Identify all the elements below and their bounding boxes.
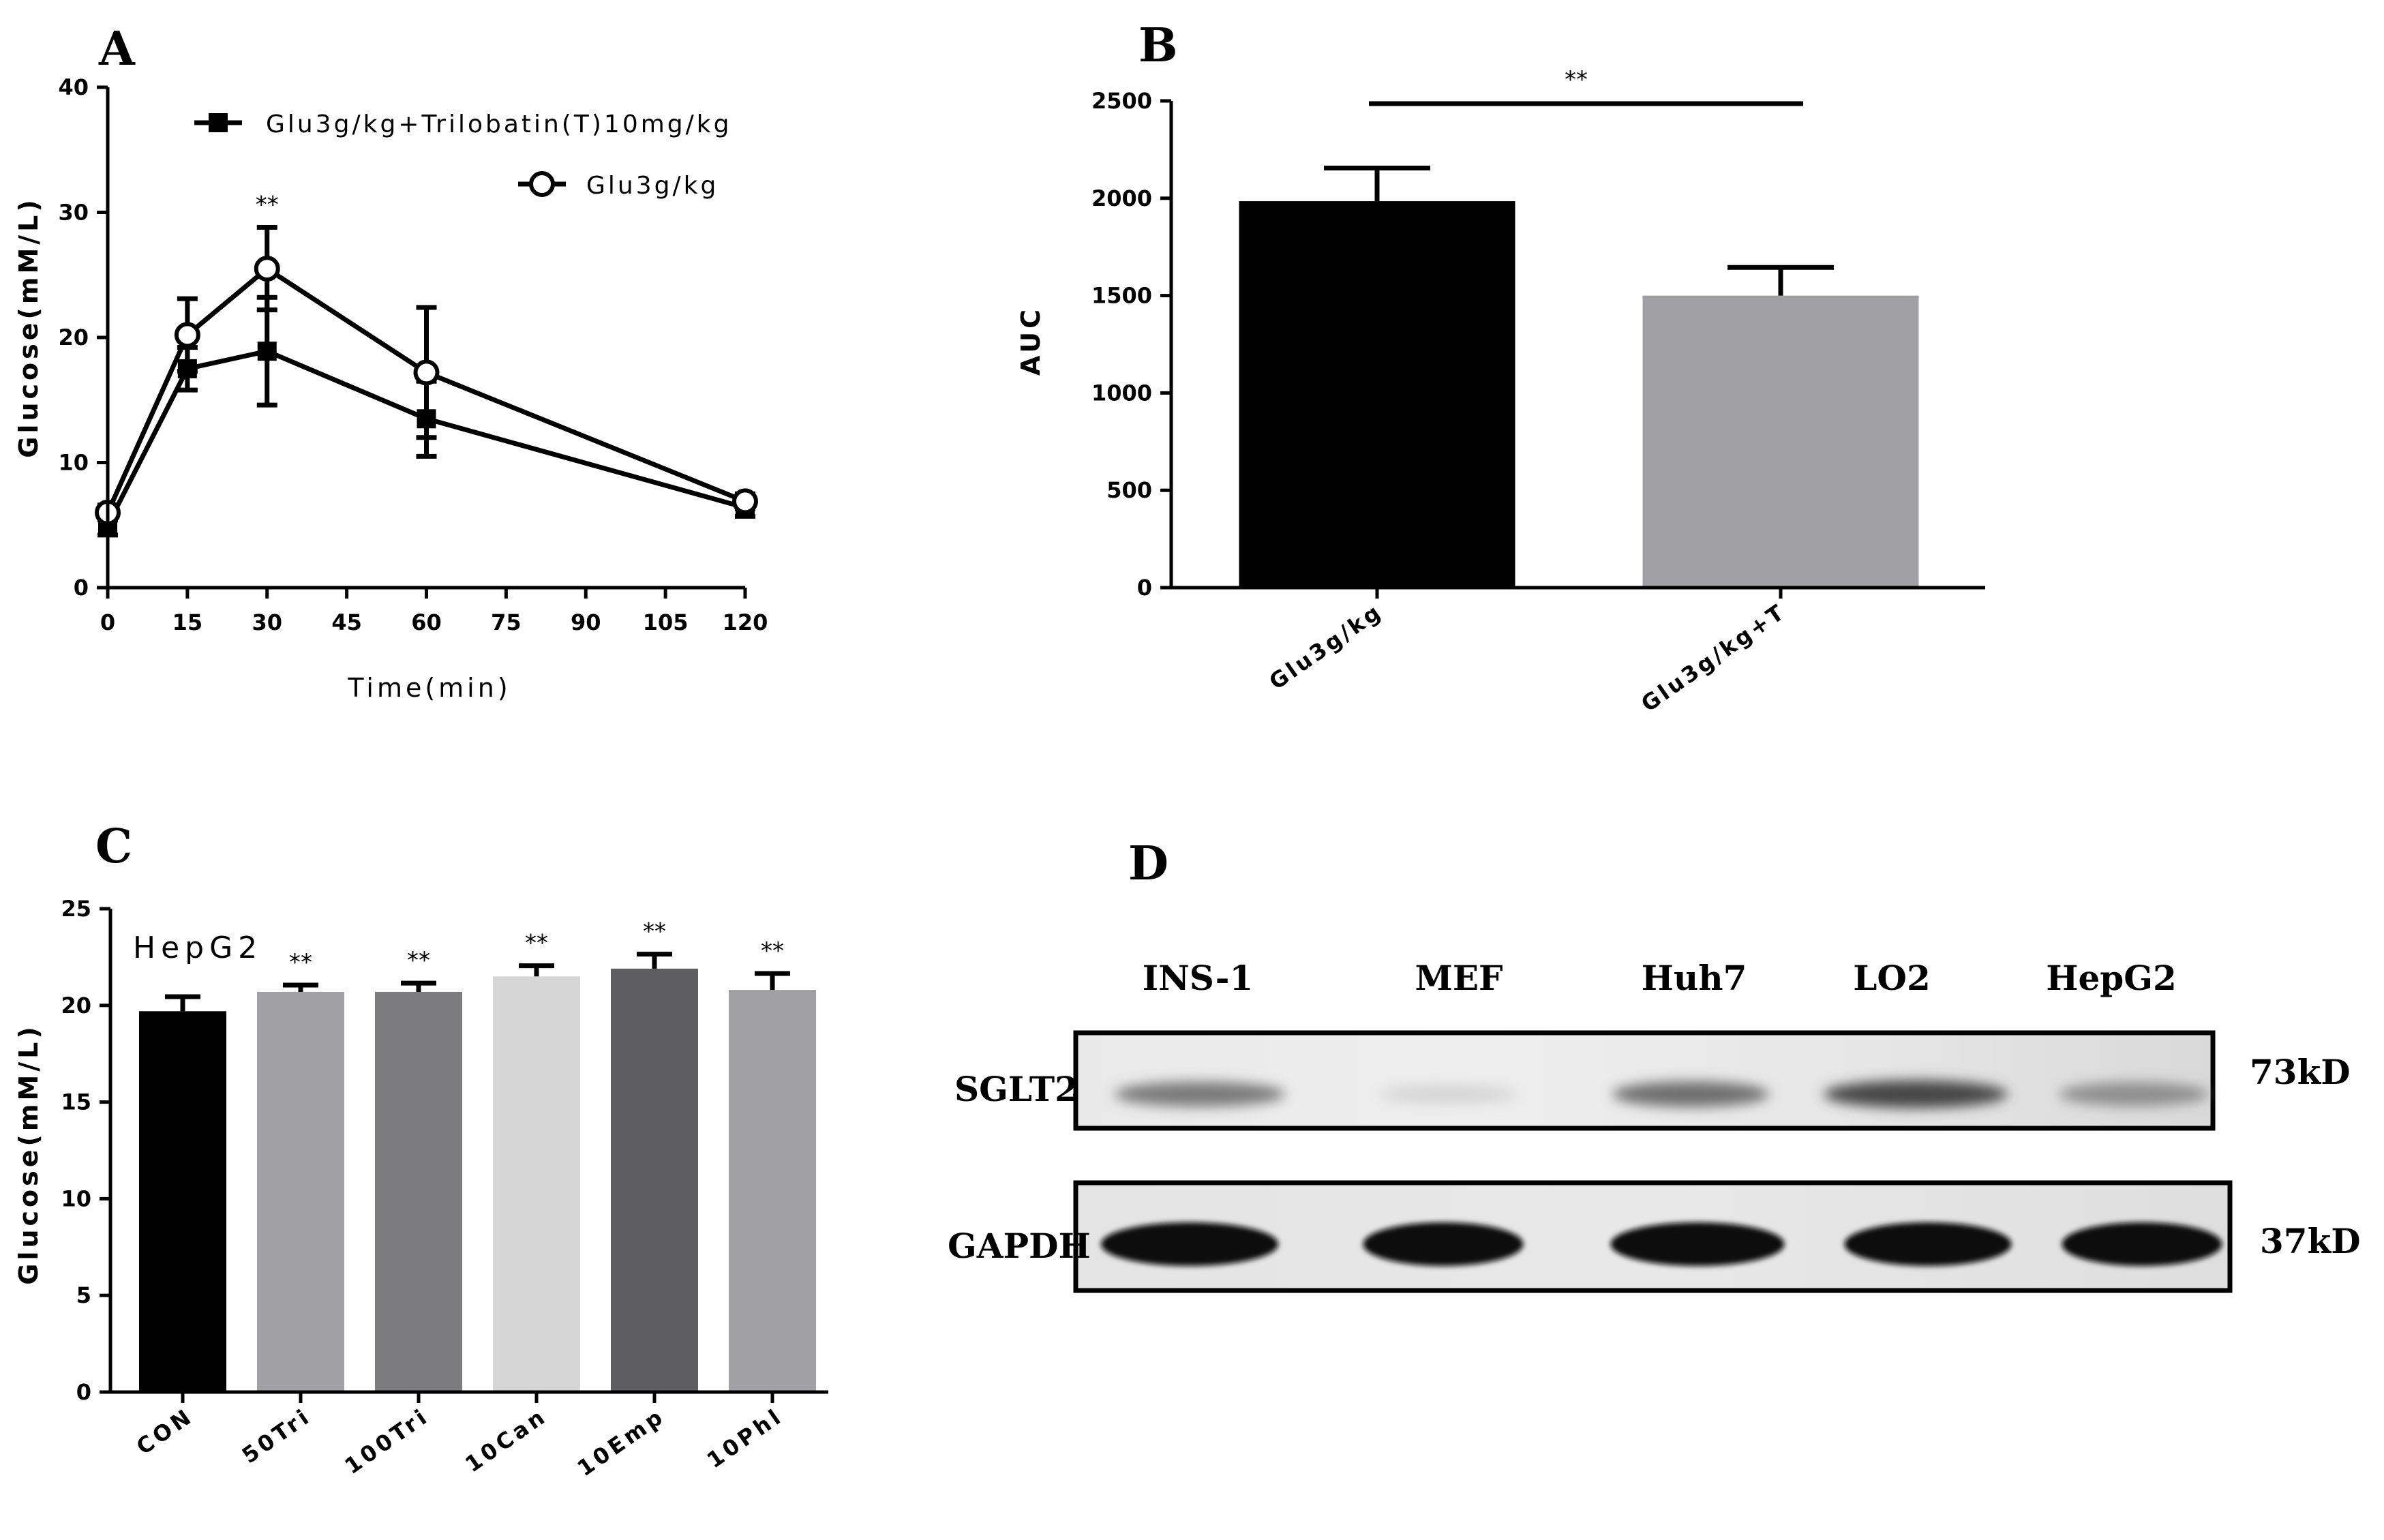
data-point-circle — [732, 488, 758, 515]
significance-marker: ** — [643, 918, 666, 946]
panel-c-x-tick-label: CON — [132, 1402, 198, 1460]
panel-a-x-axis-label: Time(min) — [347, 673, 511, 703]
data-point-circle — [174, 322, 200, 348]
data-point-square — [177, 359, 197, 378]
band-sglt2-huh7 — [1612, 1081, 1769, 1107]
band-sglt2-lo2 — [1824, 1080, 2008, 1108]
panel-c-x-tick-label: 10Emp — [573, 1402, 670, 1481]
legend-label-trilobatin: Glu3g/kg+Trilobatin(T)10mg/kg — [266, 110, 731, 138]
panel-label-c: C — [95, 819, 132, 874]
gapdh-membrane — [1073, 1180, 2233, 1293]
bar-10phl — [729, 990, 816, 1392]
panel-a-x-tick-label: 15 — [172, 609, 203, 635]
size-label-37kd: 37kD — [2260, 1221, 2361, 1261]
panel-c-y-tick-label: 0 — [76, 1379, 91, 1405]
panel-c-y-tick-label: 20 — [61, 993, 91, 1018]
panel-a-y-tick-label: 30 — [58, 200, 89, 226]
data-point-square — [417, 409, 436, 429]
panel-b-y-axis-label: AUC — [1016, 306, 1046, 376]
panel-c-x-tick-label: 10Phl — [702, 1402, 788, 1473]
data-point-square — [257, 342, 277, 361]
panel-a-line-chart: ** 0 10 20 30 40 0 15 30 45 60 75 90 105 120 Glucose(… — [14, 74, 768, 703]
lane-label-hepg2: HepG2 — [2046, 958, 2177, 998]
panel-c-y-tick-label: 5 — [76, 1282, 91, 1308]
panel-b-y-tick-label: 2000 — [1091, 185, 1152, 211]
data-point-circle — [413, 359, 440, 386]
panel-b-y-tick-label: 1000 — [1091, 380, 1152, 406]
significance-marker: ** — [761, 937, 784, 965]
significance-marker: ** — [525, 930, 548, 957]
bar-10emp — [611, 968, 698, 1392]
panel-a-y-tick-label: 40 — [58, 74, 89, 100]
legend-marker-square — [209, 113, 228, 132]
band-gapdh-lo2 — [1844, 1222, 2012, 1266]
significance-marker: ** — [289, 949, 312, 976]
bar-1 — [1642, 295, 1919, 588]
panel-label-b: B — [1138, 18, 1177, 73]
panel-d-western-blot: INS-1 MEF Huh7 LO2 HepG2 SGLT2 GAPDH 73kD 37… — [948, 958, 2361, 1293]
panel-b-x-tick-label: Glu3g/kg — [1265, 598, 1387, 695]
panel-a-y-tick-label: 10 — [58, 450, 89, 476]
row-label-sglt2: SGLT2 — [954, 1069, 1078, 1109]
panel-a-y-tick-label: 0 — [74, 575, 89, 601]
panel-a-x-tick-label: 105 — [643, 609, 689, 635]
bar-100tri — [375, 991, 462, 1392]
band-gapdh-huh7 — [1610, 1222, 1785, 1266]
panel-c-y-tick-label: 15 — [61, 1089, 91, 1115]
panel-b-y-tick-label: 500 — [1106, 477, 1152, 503]
band-gapdh-hepg2 — [2062, 1222, 2222, 1266]
data-point-circle — [254, 256, 280, 282]
panel-b-y-tick-label: 2500 — [1091, 88, 1152, 114]
panel-a-y-axis-label: Glucose(mM/L) — [14, 196, 44, 458]
size-label-73kd: 73kD — [2250, 1052, 2351, 1092]
bar-con — [139, 1011, 226, 1392]
lane-label-ins-1: INS-1 — [1143, 958, 1254, 998]
panel-a-x-tick-label: 0 — [100, 609, 115, 635]
panel-c-y-tick-label: 25 — [61, 896, 91, 922]
significance-marker: ** — [256, 192, 279, 219]
band-sglt2-mef — [1380, 1084, 1517, 1104]
panel-label-a: A — [98, 22, 136, 76]
legend-label-glucose: Glu3g/kg — [586, 172, 719, 200]
significance-marker: ** — [407, 947, 430, 974]
significance-marker: ** — [1565, 66, 1588, 93]
panel-c-x-tick-label: 50Tri — [237, 1402, 316, 1468]
bar-0 — [1239, 201, 1515, 588]
panel-b-y-tick-label: 1500 — [1091, 283, 1152, 309]
panel-c-bar-chart: ** ** ** ** ** CON 50Tri 100Tri 10Can 10Emp 10Phl… — [14, 896, 828, 1481]
lane-label-huh7: Huh7 — [1642, 958, 1747, 998]
bar-10can — [493, 976, 580, 1392]
band-gapdh-mef — [1363, 1222, 1524, 1266]
panel-b-y-tick-label: 0 — [1137, 575, 1152, 601]
panel-a-x-tick-label: 120 — [723, 609, 768, 635]
band-sglt2-hepg2 — [2059, 1082, 2209, 1106]
panel-c-y-tick-label: 10 — [61, 1186, 91, 1211]
panel-c-cell-line-label: HepG2 — [133, 931, 262, 965]
panel-a-x-tick-label: 45 — [331, 609, 362, 635]
panel-c-x-tick-label: 100Tri — [340, 1402, 434, 1479]
sglt2-membrane — [1073, 1030, 2216, 1131]
panel-a-x-tick-label: 60 — [411, 609, 442, 635]
bar-50tri — [257, 991, 344, 1392]
panel-b-x-tick-label: Glu3g/kg+T — [1636, 598, 1790, 716]
panel-label-d: D — [1128, 836, 1168, 891]
row-label-gapdh: GAPDH — [948, 1226, 1091, 1266]
panel-c-y-axis-label: Glucose(mM/L) — [14, 1023, 44, 1285]
panel-c-x-tick-label: 10Can — [460, 1402, 552, 1477]
band-gapdh-ins-1 — [1101, 1222, 1278, 1266]
band-sglt2-ins-1 — [1115, 1081, 1285, 1107]
panel-a-legend: Glu3g/kg+Trilobatin(T)10mg/kg Glu3g/kg — [194, 110, 731, 200]
legend-marker-circle — [529, 171, 555, 197]
panel-a-x-tick-label: 30 — [252, 609, 282, 635]
panel-a-x-tick-label: 75 — [491, 609, 522, 635]
lane-label-mef: MEF — [1415, 958, 1503, 998]
panel-a-y-tick-label: 20 — [58, 324, 89, 350]
panel-a-x-tick-label: 90 — [571, 609, 601, 635]
panel-b-bar-chart: Glu3g/kg Glu3g/kg+T 0 500 1000 1500 2000 2500 **… — [1016, 66, 1985, 717]
lane-label-lo2: LO2 — [1853, 958, 1931, 998]
